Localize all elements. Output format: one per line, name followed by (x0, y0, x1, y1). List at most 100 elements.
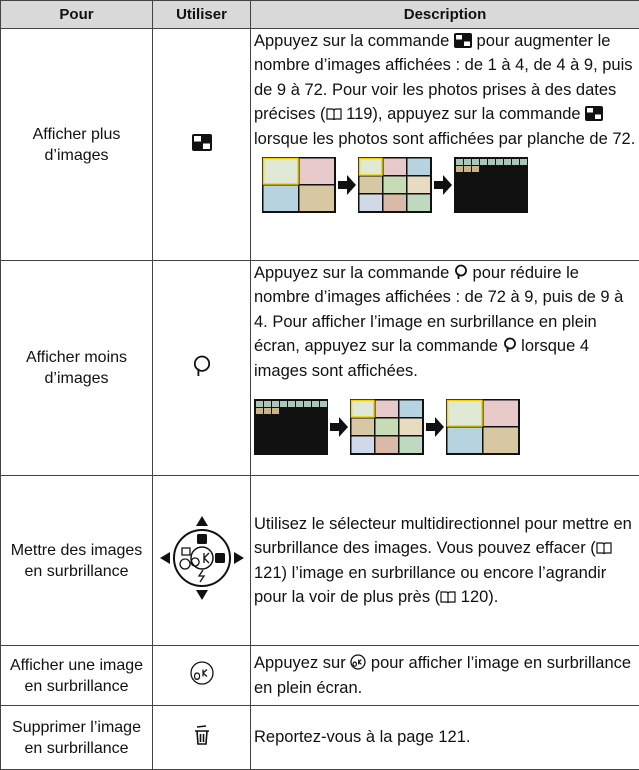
mini-thumb (375, 436, 398, 454)
mini-thumb (407, 158, 430, 176)
cell (152, 705, 251, 770)
screen (454, 157, 528, 214)
mini-thumb (383, 194, 406, 212)
mini-thumb (263, 185, 298, 212)
shape (202, 143, 210, 149)
mini-thumb (264, 408, 271, 415)
mini-thumb (299, 185, 334, 212)
text: 121) l’image en surbrillance ou encore l… (254, 563, 607, 606)
text: pour augmenter le nombre d’images affich… (254, 32, 633, 124)
book-icon (325, 108, 342, 121)
zoom-out-icon (193, 355, 210, 376)
mini-thumb (483, 427, 518, 454)
row: Afficher plus d’images Appuyez sur la co… (0, 28, 639, 261)
mini-thumb (446, 399, 483, 427)
mini-thumb (512, 159, 519, 166)
mini-thumb (383, 158, 406, 176)
cell: Appuyez sur la commande pour réduire le … (250, 260, 639, 476)
cell: Supprimer l’image en surbrillance (0, 705, 153, 770)
mini-thumb (296, 401, 303, 408)
cell: Afficher plus d’images (0, 28, 153, 261)
text: Appuyez sur la commande (254, 264, 450, 282)
mini-thumb (464, 166, 471, 173)
mini-thumb (480, 159, 487, 166)
cell: Appuyez sur la commande pour augmenter l… (250, 28, 639, 261)
shape (193, 355, 210, 372)
ok-icon (350, 654, 366, 670)
shape (325, 108, 342, 121)
text: pour réduire le nombre d’images affichée… (254, 264, 624, 356)
text: Reportez-vous à la page 121. (254, 728, 471, 747)
mini-thumb (456, 159, 463, 166)
mini-thumb (350, 399, 375, 418)
thumbnail-icon (585, 106, 604, 122)
mini-thumb (456, 166, 463, 173)
mini-thumb (472, 166, 479, 173)
cell: Mettre des images en surbrillance (0, 475, 153, 646)
shape (587, 108, 594, 113)
header-row: Pour Utiliser Description (0, 0, 639, 29)
mini-thumb (288, 401, 295, 408)
header-cell: Pour (0, 0, 153, 29)
text: lorsque les photos sont affichées par pl… (254, 129, 636, 148)
mini-thumb (351, 418, 374, 436)
mini-thumb (504, 159, 511, 166)
row: Mettre des images en surbrillance Utilis… (0, 475, 639, 646)
text: 119), appuyez sur la commande (346, 105, 581, 124)
mini-thumb (351, 436, 374, 454)
arrow (330, 417, 348, 438)
mini-thumb (399, 400, 422, 418)
mini-thumb (399, 436, 422, 454)
shape (463, 41, 470, 46)
cell (152, 475, 251, 646)
arrow (434, 175, 452, 196)
thumbnail-strip (254, 399, 520, 456)
book-icon (596, 542, 612, 555)
zoom-out-icon (503, 337, 516, 353)
shape (503, 337, 516, 350)
mini-thumb (496, 159, 503, 166)
mini-thumb (312, 401, 319, 408)
text: Appuyez sur (254, 654, 346, 673)
text: lorsque 4 images sont affichées. (254, 337, 590, 380)
ok-icon (189, 661, 214, 685)
cell: Reportez-vous à la page 121. (250, 705, 639, 770)
mini-thumb (256, 401, 263, 408)
mini-thumb (407, 176, 430, 194)
shape (352, 659, 363, 667)
mini-thumb (375, 400, 398, 418)
mini-thumb (472, 159, 479, 166)
shape (350, 654, 366, 670)
cell: Utilisez le sélecteur multidirectionnel … (250, 475, 639, 646)
mini-thumb (483, 400, 518, 427)
mini-thumb (256, 408, 263, 415)
cell (152, 260, 251, 476)
cell: Afficher moins d’images (0, 260, 153, 476)
mini-thumb (304, 401, 311, 408)
cell (152, 645, 251, 706)
shape (596, 542, 612, 555)
row: Supprimer l’image en surbrillance Report… (0, 705, 639, 770)
cell: Appuyez sur pour afficher l’image en sur… (250, 645, 639, 706)
header-cell: Utiliser (152, 0, 251, 29)
mini-thumb (358, 157, 383, 176)
trash-icon (194, 725, 209, 745)
shape (193, 135, 201, 141)
shape (595, 114, 602, 120)
arrow (426, 417, 444, 438)
mini-thumb (272, 408, 279, 415)
arrow (338, 175, 356, 196)
mini-thumb (520, 159, 527, 166)
shape (455, 35, 462, 40)
mini-thumb (407, 194, 430, 212)
header-cell: Description (250, 0, 639, 29)
mini-thumb (272, 401, 279, 408)
shape (440, 591, 456, 603)
mini-thumb (262, 157, 299, 185)
cell (152, 28, 251, 261)
mini-thumb (320, 401, 327, 408)
shape (189, 661, 214, 685)
text: Appuyez sur la commande (254, 32, 450, 50)
thumbnail-strip (262, 157, 528, 214)
